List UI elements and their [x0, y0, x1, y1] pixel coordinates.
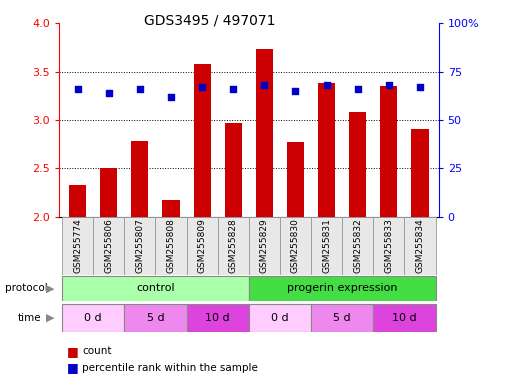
Bar — [69, 185, 86, 217]
Bar — [163, 200, 180, 217]
Point — [229, 86, 238, 92]
FancyBboxPatch shape — [93, 217, 124, 275]
Bar — [411, 129, 428, 217]
Text: 0 d: 0 d — [271, 313, 289, 323]
FancyBboxPatch shape — [311, 217, 342, 275]
Bar — [131, 141, 148, 217]
FancyBboxPatch shape — [155, 217, 187, 275]
Point — [198, 84, 206, 90]
Text: GSM255830: GSM255830 — [291, 218, 300, 273]
Bar — [287, 142, 304, 217]
Text: GSM255828: GSM255828 — [229, 218, 238, 273]
FancyBboxPatch shape — [311, 304, 373, 331]
Text: GSM255831: GSM255831 — [322, 218, 331, 273]
FancyBboxPatch shape — [280, 217, 311, 275]
FancyBboxPatch shape — [249, 276, 436, 301]
Text: ▶: ▶ — [46, 283, 54, 293]
Text: GDS3495 / 497071: GDS3495 / 497071 — [144, 13, 275, 27]
Text: GSM255806: GSM255806 — [104, 218, 113, 273]
Point — [291, 88, 300, 94]
FancyBboxPatch shape — [62, 304, 124, 331]
Text: GSM255774: GSM255774 — [73, 218, 82, 273]
FancyBboxPatch shape — [218, 217, 249, 275]
Text: ■: ■ — [67, 361, 78, 374]
FancyBboxPatch shape — [373, 217, 404, 275]
Text: progerin expression: progerin expression — [287, 283, 398, 293]
Bar — [193, 64, 211, 217]
Text: GSM255807: GSM255807 — [135, 218, 144, 273]
Text: time: time — [18, 313, 42, 323]
Bar — [318, 83, 335, 217]
FancyBboxPatch shape — [124, 217, 155, 275]
FancyBboxPatch shape — [187, 304, 249, 331]
Text: control: control — [136, 283, 175, 293]
Point — [416, 84, 424, 90]
FancyBboxPatch shape — [404, 217, 436, 275]
Point — [385, 82, 393, 88]
Point — [260, 82, 268, 88]
Text: 10 d: 10 d — [392, 313, 417, 323]
Point — [105, 90, 113, 96]
FancyBboxPatch shape — [342, 217, 373, 275]
Text: GSM255808: GSM255808 — [167, 218, 175, 273]
Text: 0 d: 0 d — [85, 313, 102, 323]
Text: 10 d: 10 d — [205, 313, 230, 323]
Point — [136, 86, 144, 92]
Point — [323, 82, 331, 88]
FancyBboxPatch shape — [124, 304, 187, 331]
Text: ▶: ▶ — [46, 313, 54, 323]
FancyBboxPatch shape — [249, 304, 311, 331]
Text: count: count — [82, 346, 112, 356]
Bar — [256, 49, 273, 217]
FancyBboxPatch shape — [62, 276, 249, 301]
Text: GSM255834: GSM255834 — [416, 218, 424, 273]
Bar — [225, 123, 242, 217]
Point — [167, 94, 175, 100]
Text: percentile rank within the sample: percentile rank within the sample — [82, 363, 258, 373]
Text: 5 d: 5 d — [147, 313, 164, 323]
Point — [73, 86, 82, 92]
FancyBboxPatch shape — [373, 304, 436, 331]
FancyBboxPatch shape — [187, 217, 218, 275]
Text: GSM255809: GSM255809 — [198, 218, 207, 273]
Text: ■: ■ — [67, 345, 78, 358]
Text: protocol: protocol — [5, 283, 48, 293]
Text: GSM255829: GSM255829 — [260, 218, 269, 273]
FancyBboxPatch shape — [249, 217, 280, 275]
Text: GSM255832: GSM255832 — [353, 218, 362, 273]
Bar — [349, 112, 366, 217]
Text: GSM255833: GSM255833 — [384, 218, 393, 273]
FancyBboxPatch shape — [62, 217, 93, 275]
Bar — [100, 169, 117, 217]
Point — [353, 86, 362, 92]
Text: 5 d: 5 d — [333, 313, 351, 323]
Bar — [380, 86, 398, 217]
